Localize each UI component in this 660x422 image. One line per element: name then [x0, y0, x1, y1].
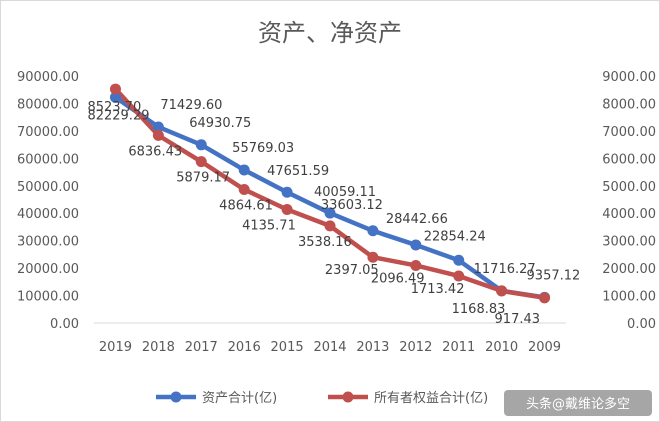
data-label: 917.43 [495, 312, 540, 327]
data-point [195, 139, 207, 151]
series-markers [109, 83, 551, 304]
watermark: 头条@戴维论多空 [504, 390, 652, 416]
data-point [152, 121, 164, 133]
x-tick-label: 2009 [528, 340, 561, 355]
data-point [324, 207, 336, 219]
y-left-tick-label: 90000.00 [17, 70, 79, 85]
data-point [281, 186, 293, 198]
data-labels: 82229.29 71429.60 64930.75 55769.03 47651.59… [87, 98, 580, 327]
data-point [367, 251, 379, 263]
y-right-tick-label: 9000.00 [602, 70, 656, 85]
data-point [109, 91, 121, 103]
data-label: 22854.24 [424, 229, 486, 244]
data-point [410, 259, 422, 271]
x-tick-label: 2013 [356, 340, 389, 355]
legend-label: 所有者权益合计(亿) [374, 390, 488, 406]
y-right-tick-label: 8000.00 [602, 97, 656, 112]
legend-marker [170, 391, 182, 403]
data-point [453, 254, 465, 266]
y-left-tick-label: 20000.00 [17, 262, 79, 277]
data-label: 3538.16 [298, 235, 352, 250]
y-right-tick-label: 7000.00 [602, 125, 656, 140]
data-point [238, 164, 250, 176]
data-label: 9357.12 [527, 268, 581, 283]
data-label: 6836.43 [128, 144, 182, 159]
y-right-tick-label: 0.00 [627, 317, 656, 332]
y-right-tick-label: 3000.00 [602, 235, 656, 250]
data-point [410, 239, 422, 251]
x-tick-label: 2015 [271, 340, 304, 355]
data-point [539, 292, 551, 304]
x-tick-label: 2014 [313, 340, 346, 355]
y-left-tick-label: 10000.00 [17, 290, 79, 305]
y-right-tick-label: 4000.00 [602, 207, 656, 222]
y-right-tick-label: 1000.00 [602, 290, 656, 305]
data-label: 11716.27 [474, 262, 536, 277]
data-label: 40059.11 [314, 185, 376, 200]
data-label: 33603.12 [321, 198, 383, 213]
y-left-tick-label: 50000.00 [17, 180, 79, 195]
data-point [367, 225, 379, 237]
x-tick-label: 2010 [485, 340, 518, 355]
y-left-tick-label: 0.00 [50, 317, 79, 332]
data-label: 28442.66 [386, 212, 448, 227]
legend-marker [342, 391, 354, 403]
y-left-tick-label: 80000.00 [17, 97, 79, 112]
data-label: 4135.71 [242, 218, 296, 233]
data-label: 1713.42 [411, 282, 465, 297]
data-label: 8523.70 [87, 100, 141, 115]
x-tick-label: 2012 [399, 340, 432, 355]
x-tick-label: 2017 [185, 340, 218, 355]
data-label: 82229.29 [87, 108, 149, 123]
data-label: 47651.59 [267, 164, 329, 179]
x-tick-label: 2019 [99, 340, 132, 355]
y-left-tick-label: 30000.00 [17, 235, 79, 250]
watermark-bg [504, 390, 652, 416]
y-right-tick-label: 5000.00 [602, 180, 656, 195]
data-label: 2397.05 [325, 263, 379, 278]
watermark-text: 头条@戴维论多空 [526, 396, 630, 412]
data-label: 64930.75 [189, 116, 251, 131]
data-point [281, 203, 293, 215]
legend: 资产合计(亿) 所有者权益合计(亿) [156, 390, 488, 406]
data-label: 71429.60 [160, 98, 222, 113]
data-point [109, 83, 121, 95]
y-left-tick-label: 70000.00 [17, 125, 79, 140]
axes: 0.00 10000.00 20000.00 30000.00 40000.00 5000… [17, 70, 656, 355]
x-tick-label: 2018 [142, 340, 175, 355]
data-label: 1168.83 [452, 302, 506, 317]
x-tick-label: 2011 [442, 340, 475, 355]
data-point [453, 270, 465, 282]
y-right-tick-label: 2000.00 [602, 262, 656, 277]
legend-label: 资产合计(亿) [202, 391, 277, 406]
data-label: 55769.03 [232, 141, 294, 156]
data-point [195, 156, 207, 168]
data-label: 4864.61 [219, 198, 273, 213]
data-point [152, 129, 164, 141]
x-tick-label: 2016 [228, 340, 261, 355]
y-left-tick-label: 40000.00 [17, 207, 79, 222]
data-label: 5879.17 [176, 171, 230, 186]
data-point [496, 285, 508, 297]
data-point [324, 220, 336, 232]
y-right-tick-label: 6000.00 [602, 152, 656, 167]
data-label: 2096.49 [371, 271, 425, 286]
chart-title: 资产、净资产 [258, 19, 402, 47]
data-point [238, 183, 250, 195]
y-left-tick-label: 60000.00 [17, 152, 79, 167]
